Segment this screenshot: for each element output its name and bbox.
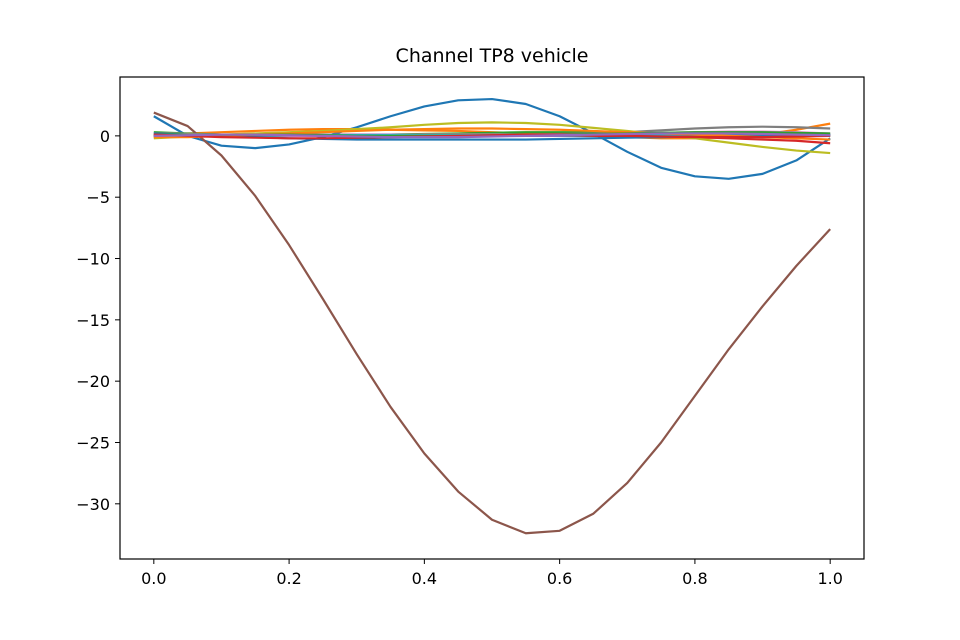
series-line-15 <box>153 132 831 139</box>
y-tick-label: −10 <box>76 250 110 269</box>
x-tick-label: 0.2 <box>276 569 301 588</box>
x-tick-label: 0.4 <box>412 569 437 588</box>
x-tick-label: 0.0 <box>141 569 166 588</box>
x-axis-ticks: 0.0 0.2 0.4 0.6 0.8 1.0 <box>141 559 843 588</box>
y-tick-label: −30 <box>76 495 110 514</box>
plot-area <box>120 77 864 559</box>
series-layer <box>153 97 831 535</box>
y-tick-label: −5 <box>86 188 110 207</box>
series-line-1 <box>153 97 831 180</box>
y-tick-label: 0 <box>100 127 110 146</box>
y-tick-label: −15 <box>76 311 110 330</box>
series-line-6 <box>153 111 831 535</box>
y-tick-label: −25 <box>76 433 110 452</box>
x-tick-label: 0.6 <box>547 569 572 588</box>
axes-frame <box>119 76 865 560</box>
chart-title: Channel TP8 vehicle <box>396 45 589 67</box>
y-axis-ticks: 0 −5 −10 −15 −20 −25 −30 <box>76 127 120 514</box>
x-tick-label: 0.8 <box>682 569 707 588</box>
series-line-14 <box>153 133 831 140</box>
x-tick-label: 1.0 <box>817 569 842 588</box>
y-tick-label: −20 <box>76 372 110 391</box>
series-line-9 <box>153 121 831 155</box>
